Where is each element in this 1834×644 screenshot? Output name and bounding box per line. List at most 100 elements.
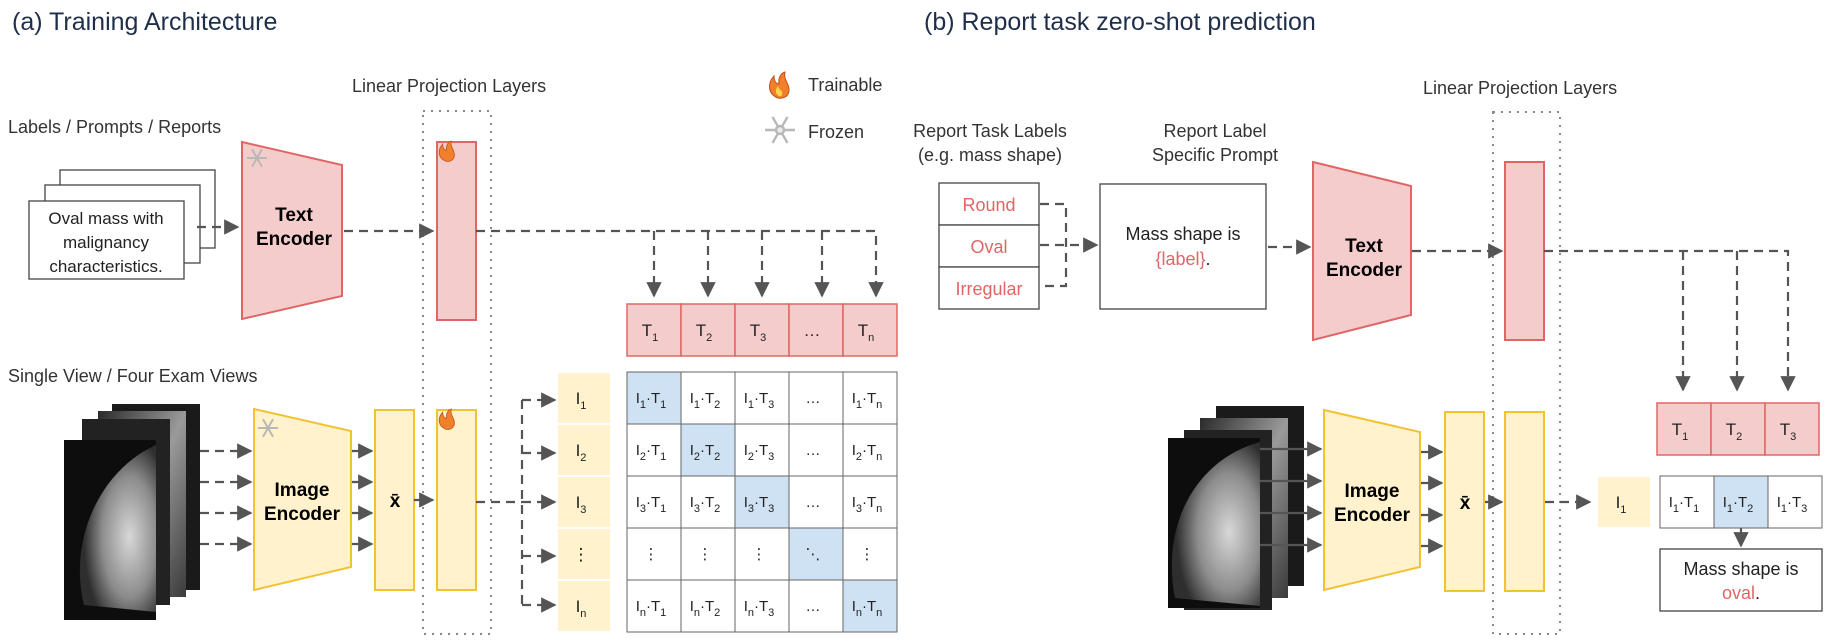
prompt-placeholder: {label} [1155,249,1205,269]
text-embedding-cell [1764,402,1820,456]
matrix-cell-label: I1​·T2​ [690,390,721,411]
matrix-cell-label: I2​·T1​ [636,442,667,463]
text-embedding-cell [1710,402,1766,456]
matrix-cell-label: ⋮ [644,546,659,563]
snowflake-icon [247,148,267,168]
task-labels-header-line-1: Report Task Labels [913,121,1067,141]
image-encoder-b-line-2: Encoder [1334,505,1411,526]
text-input-header: Labels / Prompts / Reports [8,117,221,137]
mammogram-stack-b [1168,406,1304,610]
text-input-line-3: characteristics. [49,257,162,276]
prompt-box [1099,183,1267,310]
matrix-cell-label: ⋮ [752,546,767,563]
result-value: oval [1722,583,1755,603]
zero-shot-scores: I1​·T1​ I1​·T2​ I1​·T3​ [1659,475,1823,529]
text-embedding-label: T1 [642,321,659,344]
image-embedding-cell [1596,475,1652,529]
matrix-cell [626,527,682,581]
solid-arrows-a [352,443,374,552]
matrix-cell-label: I1​·T1​ [636,390,667,411]
flame-icon [769,71,790,99]
image-embedding-label: I3 [576,493,587,516]
matrix-cell-label: … [806,494,821,511]
text-embedding-label: T3 [1780,420,1797,443]
matrix-cell-label: ⋮ [698,546,713,563]
task-label-irregular: Irregular [955,279,1022,299]
linear-projection-label-b: Linear Projection Layers [1423,78,1617,98]
text-embedding-label: T2 [1726,420,1743,443]
matrix-cell-label: ⋮ [860,546,875,563]
text-embedding-cell [626,303,682,357]
matrix-cell [626,475,682,529]
matrix-cell-label: ⋱ [806,546,821,563]
text-embedding-label: T1 [1672,420,1689,443]
image-embedding-cell [556,371,612,425]
result-text: Mass shape is [1683,559,1798,579]
result-box [1659,548,1823,612]
image-embedding-cell [556,527,612,581]
text-embedding-cell [842,303,898,357]
matrix-cell [842,527,898,581]
task-label-box [938,266,1040,310]
image-embedding-cell [556,579,612,633]
matrix-cell-label: … [806,390,821,407]
image-embedding-label: ⋮ [573,545,590,564]
matrix-cell [680,579,736,633]
flame-icon [438,140,455,162]
text-embedding-cell [788,303,844,357]
pooled-symbol-b: x̄ [1460,493,1471,514]
matrix-cell-label: I2​·Tn​ [852,442,883,463]
task-label-oval: Oval [970,237,1007,257]
image-embedding-cell [556,423,612,477]
image-embedding-label: I1 [1616,493,1627,516]
matrix-cell [788,475,844,529]
text-input-line-1: Oval mass with [48,209,163,228]
panel-a-title: (a) Training Architecture [12,8,277,36]
matrix-cell [842,371,898,425]
image-embedding-label: I2 [576,441,587,464]
prompt-text: Mass shape is [1125,224,1240,244]
text-embedding-cell [1656,402,1712,456]
matrix-cell-label: I1​·Tn​ [852,390,883,411]
score-cell [1767,475,1823,529]
solid-arrows-b [1260,441,1749,554]
text-embedding-label: T3 [750,321,767,344]
snowflake-icon [765,116,795,144]
matrix-cell-label: … [806,442,821,459]
arrows-a [197,219,884,613]
mammogram-stack-a [64,404,200,620]
pooled-symbol-a: x̄ [390,491,401,512]
text-embedding-label: T2 [696,321,713,344]
image-embedding-label: I1 [576,389,587,412]
prompt-header-line-1: Report Label [1163,121,1266,141]
matrix-cell-label: In​·T1​ [636,598,667,619]
matrix-cell [626,579,682,633]
prompt-label-line: {label}. [1155,249,1210,269]
text-encoder-a-line-1: Text [275,205,313,226]
pooled-feature-b [1444,411,1485,592]
linear-projection-container-a [422,110,492,635]
text-embeddings-b: T1 T2 T3 [1656,402,1820,456]
task-label-box [938,182,1040,226]
image-input-header: Single View / Four Exam Views [8,366,257,386]
task-labels-list: Round Oval Irregular [938,182,1040,310]
image-encoder-a-line-2: Encoder [264,504,341,525]
text-embedding-label: … [804,321,821,340]
matrix-cell [680,475,736,529]
matrix-cell [788,371,844,425]
matrix-cell-label: I3​·T1​ [636,494,667,515]
text-embedding-label: Tn [858,321,875,344]
matrix-cell [842,475,898,529]
text-embedding-cell [680,303,736,357]
text-encoder-a [241,140,343,321]
panel-b: (b) Report task zero-shot prediction Rep… [913,8,1823,635]
matrix-cell-label: I3​·T3​ [744,494,775,515]
text-encoder-b [1312,160,1412,342]
legend-frozen-label: Frozen [808,122,864,142]
result-period: . [1755,583,1760,603]
prompt-period: . [1206,249,1211,269]
text-encoder-b-line-1: Text [1345,236,1383,257]
text-input-box [28,200,185,280]
linear-projection-container-b [1492,111,1561,635]
matrix-cell [734,423,790,477]
